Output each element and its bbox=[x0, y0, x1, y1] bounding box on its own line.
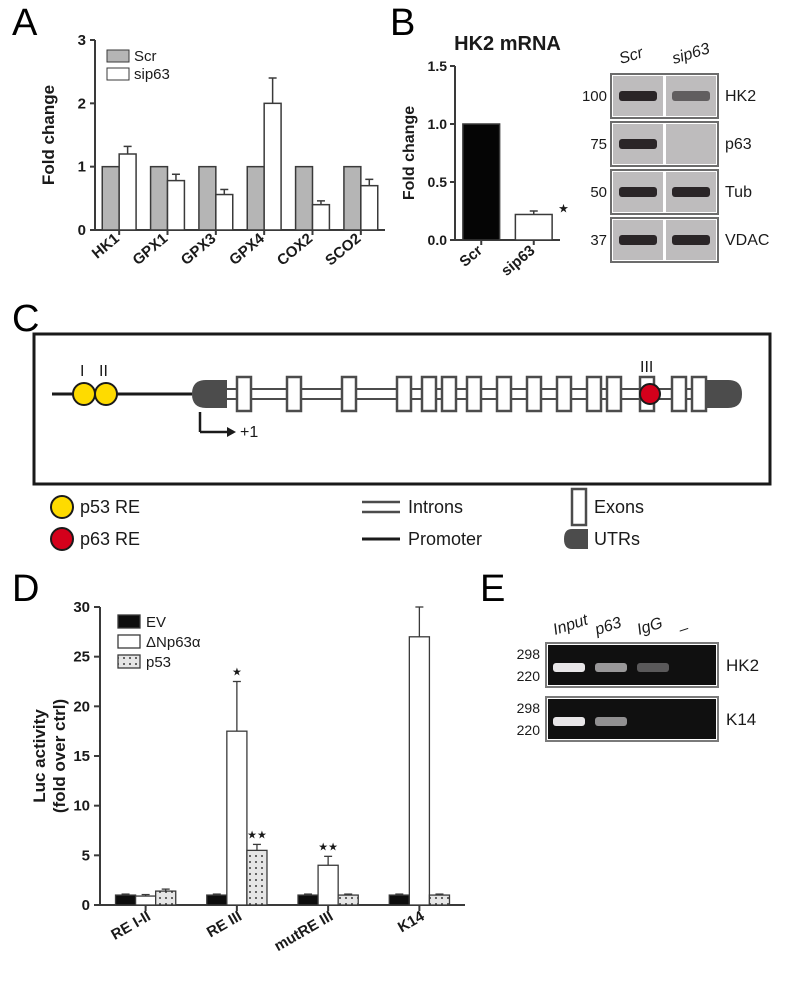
svg-text:★: ★ bbox=[232, 667, 242, 679]
svg-text:37: 37 bbox=[590, 232, 607, 249]
svg-text:IgG: IgG bbox=[635, 615, 665, 639]
svg-text:Luc activity: Luc activity bbox=[30, 709, 49, 803]
svg-text:220: 220 bbox=[517, 668, 541, 684]
svg-text:50: 50 bbox=[590, 184, 607, 201]
svg-text:+1: +1 bbox=[240, 424, 258, 441]
svg-text:HK2: HK2 bbox=[726, 656, 759, 675]
svg-text:p53 RE: p53 RE bbox=[80, 497, 140, 517]
svg-text:p53: p53 bbox=[146, 654, 171, 671]
svg-text:Introns: Introns bbox=[408, 497, 463, 517]
svg-text:GPX3: GPX3 bbox=[178, 230, 220, 269]
svg-text:–: – bbox=[676, 620, 691, 639]
svg-text:5: 5 bbox=[82, 847, 90, 864]
svg-text:1: 1 bbox=[78, 159, 86, 176]
svg-text:p63: p63 bbox=[592, 614, 624, 639]
svg-text:Promoter: Promoter bbox=[408, 529, 482, 549]
panel-E-gel: Inputp63 IgG– 298 220 HK2 298 220 K14 bbox=[488, 605, 788, 805]
svg-text:II: II bbox=[99, 363, 108, 380]
panel-D-chart: 0 5 10 15 20 25 30 Luc activity(fold over ctrl)… bbox=[25, 595, 475, 985]
svg-text:sip63: sip63 bbox=[498, 242, 538, 280]
svg-text:3: 3 bbox=[78, 32, 86, 49]
svg-text:0.0: 0.0 bbox=[428, 232, 448, 248]
svg-text:30: 30 bbox=[73, 599, 90, 616]
svg-text:I: I bbox=[80, 363, 84, 380]
svg-text:HK2: HK2 bbox=[725, 88, 756, 105]
svg-text:RE I-II: RE I-II bbox=[108, 908, 153, 944]
panel-B-blot: Scr sip63 100 HK2 75 p63 50 Tub 37 VDAC bbox=[568, 40, 788, 280]
svg-text:0: 0 bbox=[82, 897, 90, 914]
svg-text:298: 298 bbox=[517, 700, 541, 716]
svg-text:25: 25 bbox=[73, 649, 90, 666]
svg-text:15: 15 bbox=[73, 748, 90, 765]
svg-text:SCO2: SCO2 bbox=[322, 230, 364, 269]
panel-C-diagram: +1IIIIIIp53 REp63 REIntronsPromoterExons… bbox=[32, 332, 772, 582]
svg-text:298: 298 bbox=[517, 646, 541, 662]
svg-text:20: 20 bbox=[73, 698, 90, 715]
svg-text:HK2 mRNA: HK2 mRNA bbox=[454, 33, 561, 55]
svg-text:0: 0 bbox=[78, 222, 86, 239]
svg-text:75: 75 bbox=[590, 136, 607, 153]
svg-text:p63 RE: p63 RE bbox=[80, 529, 140, 549]
svg-text:HK1: HK1 bbox=[89, 230, 123, 262]
svg-text:Fold change: Fold change bbox=[401, 106, 418, 200]
svg-text:10: 10 bbox=[73, 798, 90, 815]
svg-text:Scr: Scr bbox=[134, 48, 157, 65]
svg-text:RE III: RE III bbox=[204, 908, 245, 941]
svg-text:★★: ★★ bbox=[318, 841, 338, 853]
panel-label-A: A bbox=[12, 2, 37, 45]
svg-text:Scr: Scr bbox=[617, 44, 646, 67]
svg-text:1.0: 1.0 bbox=[428, 116, 448, 132]
svg-text:(fold over ctrl): (fold over ctrl) bbox=[50, 699, 69, 813]
svg-text:Exons: Exons bbox=[594, 497, 644, 517]
svg-text:0.5: 0.5 bbox=[428, 174, 448, 190]
svg-text:sip63: sip63 bbox=[670, 40, 712, 67]
svg-text:Input: Input bbox=[551, 611, 591, 638]
svg-text:p63: p63 bbox=[725, 136, 752, 153]
svg-text:K14: K14 bbox=[726, 710, 756, 729]
svg-text:Tub: Tub bbox=[725, 184, 752, 201]
svg-text:UTRs: UTRs bbox=[594, 529, 640, 549]
svg-text:K14: K14 bbox=[395, 907, 428, 936]
panel-B-chart: HK2 mRNA0.00.51.01.5Fold changeScrsip63★ bbox=[400, 30, 570, 300]
svg-text:VDAC: VDAC bbox=[725, 232, 769, 249]
svg-text:GPX4: GPX4 bbox=[226, 230, 268, 269]
svg-text:Scr: Scr bbox=[456, 242, 486, 271]
panel-A-chart: 0 1 2 3 Fold change HK1GPX1GPX3GPX4COX2SCO2 Sc… bbox=[35, 30, 395, 300]
svg-text:sip63: sip63 bbox=[134, 66, 170, 83]
svg-text:220: 220 bbox=[517, 722, 541, 738]
svg-text:★★: ★★ bbox=[247, 829, 267, 841]
svg-text:ΔNp63α: ΔNp63α bbox=[146, 634, 201, 651]
svg-text:2: 2 bbox=[78, 95, 86, 112]
svg-text:EV: EV bbox=[146, 614, 166, 631]
svg-text:mutRE III: mutRE III bbox=[271, 908, 336, 955]
svg-text:100: 100 bbox=[582, 88, 607, 105]
svg-text:III: III bbox=[640, 359, 653, 376]
svg-text:Fold change: Fold change bbox=[39, 85, 58, 185]
svg-text:1.5: 1.5 bbox=[428, 58, 448, 74]
svg-text:COX2: COX2 bbox=[274, 230, 316, 269]
svg-text:GPX1: GPX1 bbox=[129, 230, 171, 269]
